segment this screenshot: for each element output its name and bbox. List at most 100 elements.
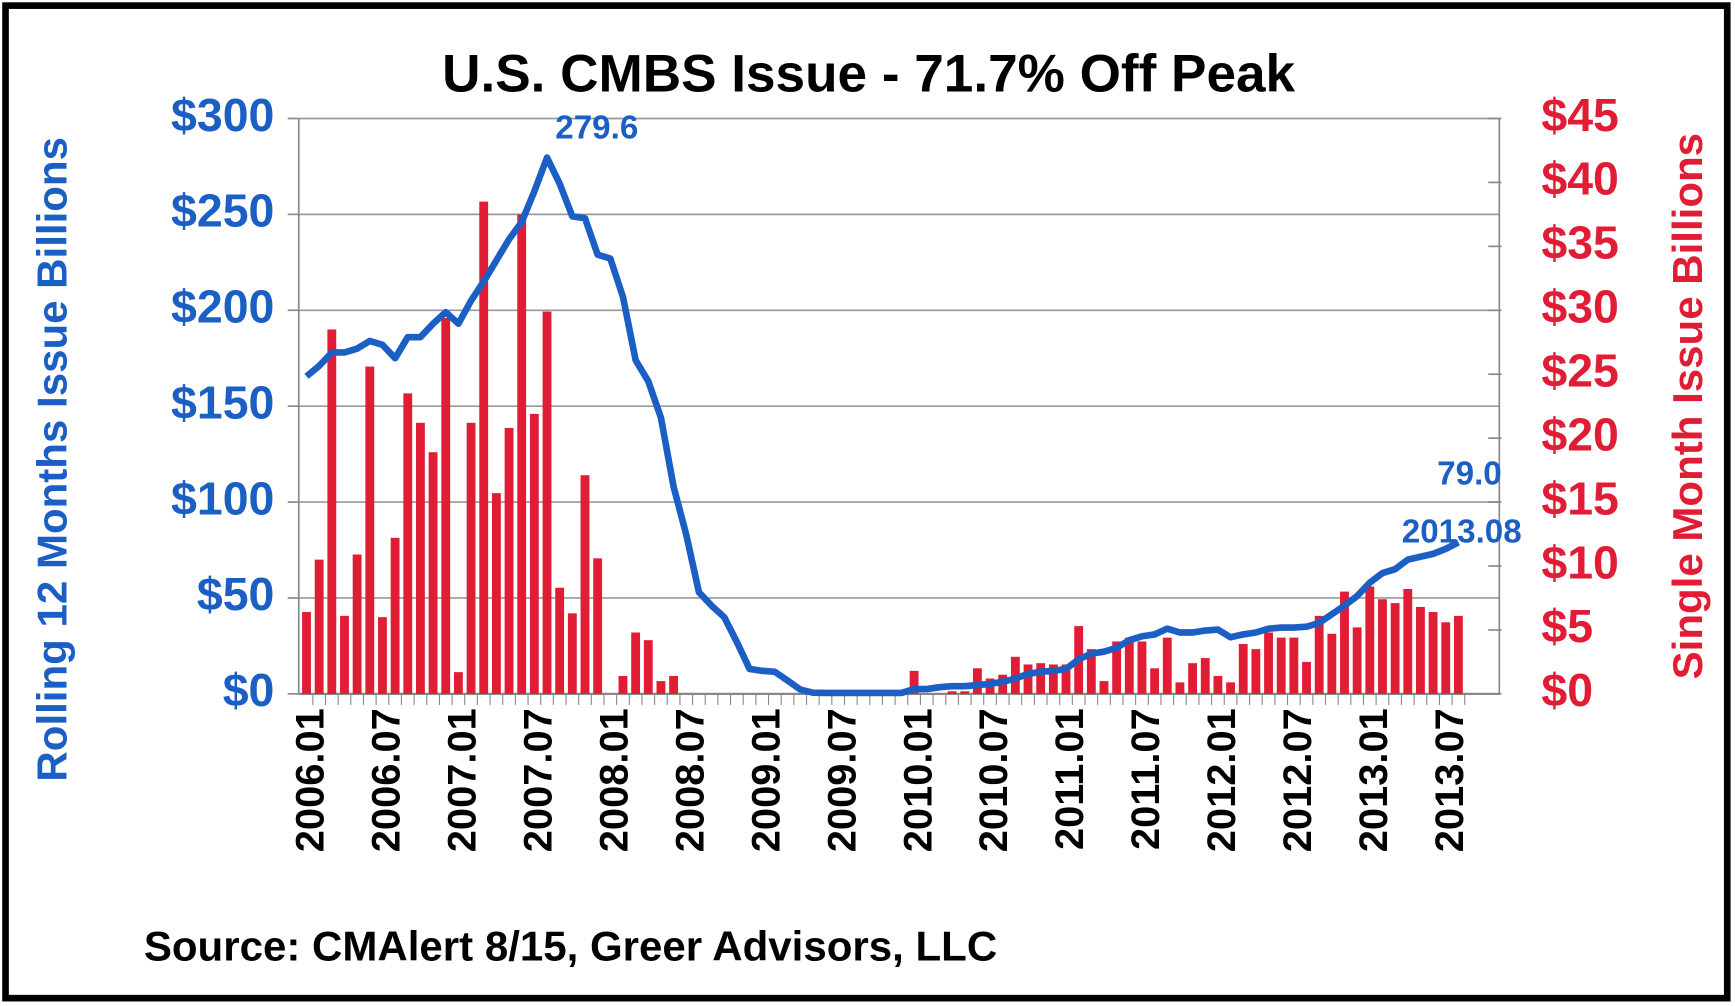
y2-tick-label: $20	[1541, 408, 1619, 460]
x-tick-label: 2008.07	[668, 708, 712, 852]
y2-tick-label: $40	[1541, 153, 1619, 205]
bar	[1213, 675, 1223, 694]
bar	[1428, 612, 1438, 694]
bar	[302, 612, 311, 694]
bar	[1086, 649, 1096, 694]
bar	[1036, 663, 1046, 694]
y-tick-label: $100	[171, 472, 274, 524]
bar	[1200, 658, 1210, 694]
y2-tick-label: $35	[1541, 217, 1619, 269]
bar	[1251, 649, 1261, 694]
bar	[1162, 637, 1172, 694]
x-tick-label: 2010.07	[972, 708, 1016, 852]
y2-tick-label: $5	[1541, 600, 1593, 652]
y-tick-label: $200	[171, 281, 274, 333]
bar	[390, 537, 400, 694]
x-tick-label: 2007.07	[517, 708, 561, 852]
bar	[1099, 681, 1109, 694]
bar	[466, 422, 476, 694]
x-tick-label: 2008.01	[592, 708, 636, 852]
bar	[972, 668, 982, 694]
x-tick-label: 2012.01	[1200, 708, 1244, 852]
bar	[1276, 637, 1286, 694]
annotation: 2013.08	[1402, 513, 1522, 550]
bar	[631, 632, 641, 694]
y2-axis-label: Single Month Issue Billions	[1664, 133, 1711, 679]
bar	[1112, 641, 1122, 694]
bar	[416, 422, 425, 694]
bar	[453, 672, 463, 694]
bar	[1137, 641, 1147, 694]
bar	[1441, 622, 1451, 694]
bar	[555, 587, 565, 694]
bar	[580, 475, 590, 694]
bar	[1302, 661, 1311, 694]
bar	[340, 615, 349, 694]
bar	[567, 613, 577, 694]
bar	[365, 366, 375, 694]
x-tick-label: 2006.07	[365, 708, 409, 852]
bar	[529, 413, 539, 694]
bar	[618, 675, 628, 694]
x-tick-label: 2009.07	[820, 708, 864, 852]
bar	[1390, 603, 1400, 694]
bar	[1340, 591, 1349, 694]
x-tick-label: 2010.01	[896, 708, 940, 852]
data-label: 79.0	[1437, 456, 1502, 493]
bar	[1453, 615, 1463, 694]
bar	[960, 691, 970, 694]
x-tick-label: 2013.01	[1352, 708, 1396, 852]
x-tick-label: 2006.01	[289, 708, 333, 852]
bar	[352, 554, 362, 694]
x-tick-label: 2011.01	[1048, 708, 1092, 850]
bar	[491, 493, 501, 694]
bar	[1061, 664, 1071, 694]
bar	[1352, 627, 1362, 694]
bar	[1403, 589, 1413, 694]
y2-tick-label: $25	[1541, 344, 1619, 396]
y-tick-label: $250	[171, 185, 274, 237]
y-tick-label: $300	[171, 89, 274, 141]
bar	[479, 201, 489, 694]
x-tick-label: 2009.01	[744, 708, 788, 852]
data-label: 279.6	[555, 110, 638, 147]
chart-title: U.S. CMBS Issue - 71.7% Off Peak	[442, 45, 1295, 104]
bar	[947, 691, 957, 694]
bar	[1048, 664, 1058, 694]
x-tick-label: 2011.07	[1124, 708, 1168, 850]
y2-tick-label: $0	[1541, 664, 1593, 716]
bar	[327, 329, 337, 694]
y-tick-label: $0	[223, 664, 275, 716]
bar	[517, 214, 527, 694]
bar	[593, 558, 603, 694]
line	[304, 154, 1460, 697]
y2-tick-label: $15	[1541, 472, 1619, 524]
bar	[542, 311, 552, 694]
bar	[314, 559, 324, 694]
y-tick-label: $150	[171, 376, 274, 428]
bar	[403, 393, 413, 694]
x-tick-label: 2012.07	[1276, 708, 1320, 852]
bar	[1264, 632, 1273, 694]
bar	[1365, 586, 1375, 694]
bar	[656, 681, 666, 694]
bar	[1416, 606, 1425, 694]
bar	[1314, 615, 1324, 694]
x-tick-label: 2013.07	[1428, 708, 1472, 852]
bar	[1327, 633, 1337, 694]
bar	[669, 675, 679, 694]
bar	[1150, 668, 1160, 694]
bar	[1175, 682, 1185, 694]
bar	[1289, 637, 1299, 694]
bar	[428, 452, 438, 694]
bar	[909, 670, 919, 694]
bar	[441, 317, 451, 694]
bar	[1023, 664, 1033, 694]
x-tick-label: 2007.01	[441, 708, 485, 852]
bar	[643, 640, 653, 694]
bar	[504, 427, 514, 694]
y-axis-label: Rolling 12 Months Issue Billions	[28, 137, 75, 782]
bar	[1378, 599, 1387, 694]
y2-tick-label: $30	[1541, 281, 1619, 333]
